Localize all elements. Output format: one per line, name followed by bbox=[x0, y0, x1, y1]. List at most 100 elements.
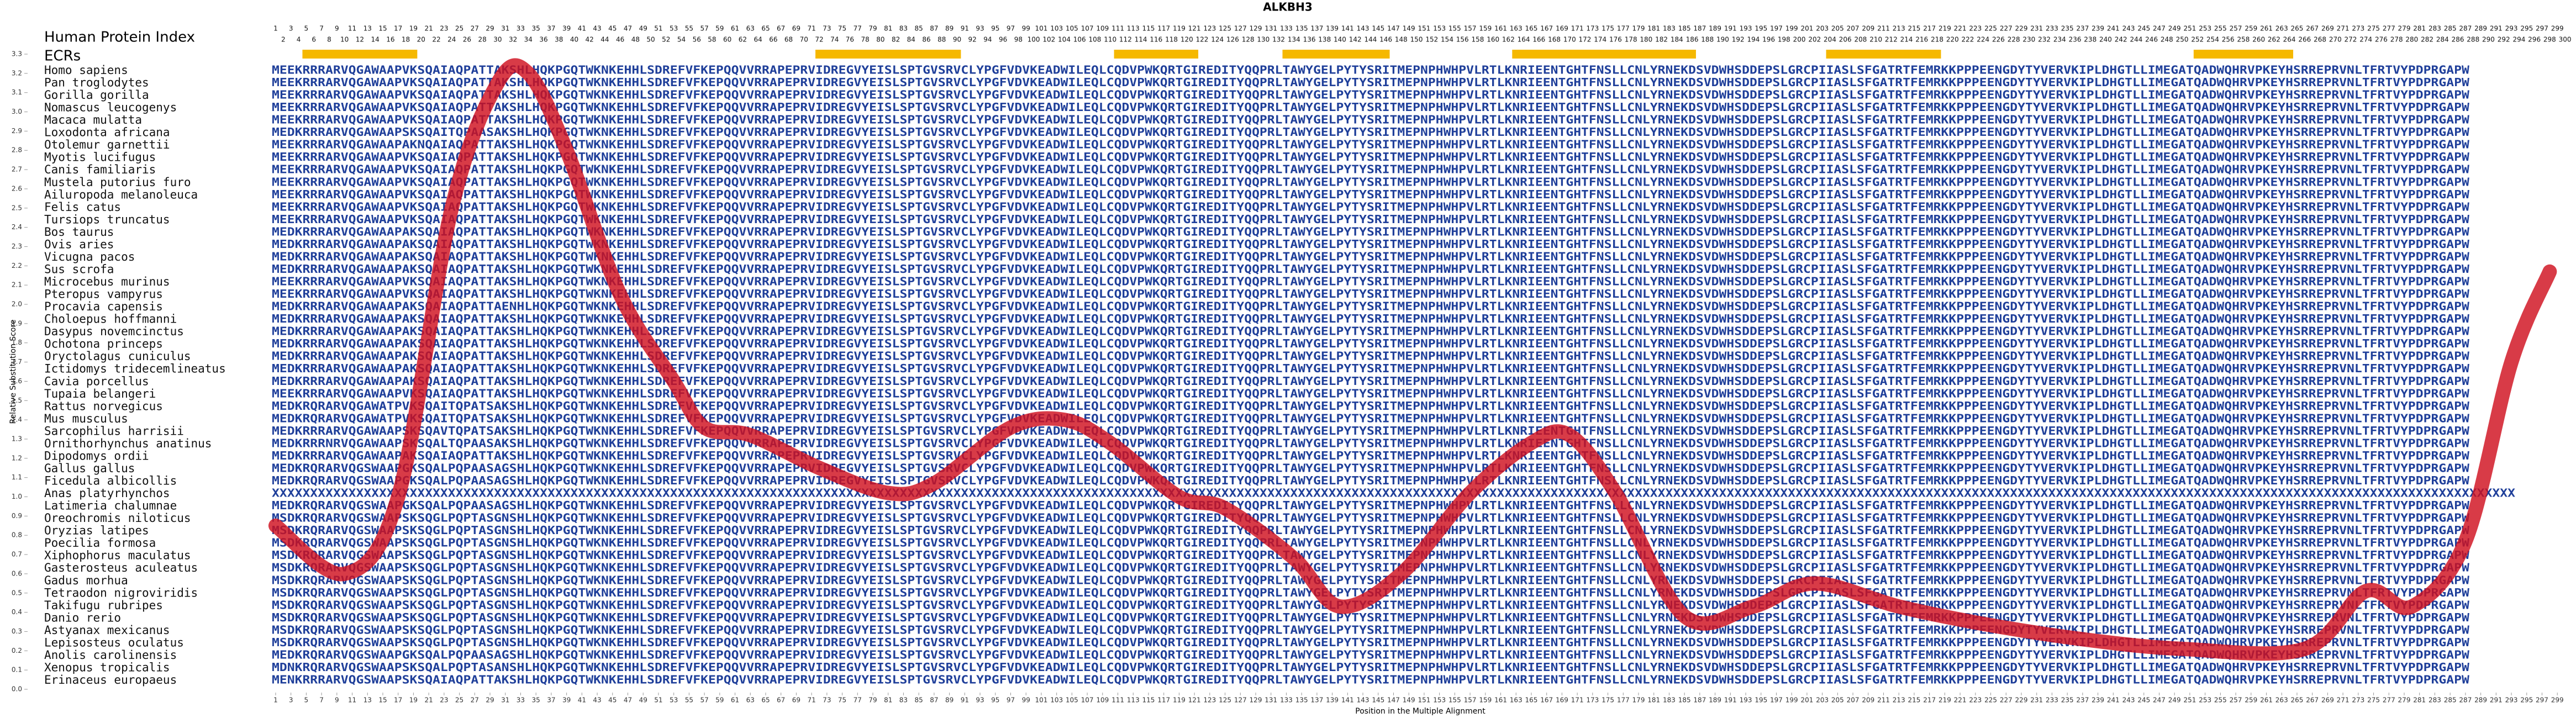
x-tick-label: 273 bbox=[2352, 696, 2364, 704]
sequence: MSDKRQRARVQGSWAAPSKSQGLPQPTASGNSHLHQKPGQ… bbox=[272, 536, 2470, 550]
sequence: MEEKRRRARVQGAWAAPVKSQAIAQPATTAKSHLHQKPGQ… bbox=[272, 275, 2470, 288]
index-number: 187 bbox=[1693, 25, 1706, 33]
x-tick-label: 89 bbox=[945, 696, 954, 704]
species-name: Ochotona princeps bbox=[44, 337, 163, 351]
index-number: 237 bbox=[2076, 25, 2089, 33]
index-number: 29 bbox=[486, 25, 494, 33]
index-number: 277 bbox=[2383, 25, 2395, 33]
index-number: 211 bbox=[1877, 25, 1890, 33]
x-tick-label: 37 bbox=[547, 696, 555, 704]
x-tick-label: 267 bbox=[2306, 696, 2319, 704]
y-tick-label: 1.1 bbox=[12, 473, 22, 481]
index-number: 185 bbox=[1678, 25, 1691, 33]
x-tick-label: 5 bbox=[304, 696, 309, 704]
x-tick-label: 61 bbox=[731, 696, 739, 704]
index-number: 225 bbox=[1984, 25, 1997, 33]
x-tick-label: 129 bbox=[1250, 696, 1262, 704]
x-tick-label: 171 bbox=[1571, 696, 1584, 704]
index-number: 280 bbox=[2405, 36, 2418, 44]
index-number: 284 bbox=[2436, 36, 2449, 44]
sequence: MEDKRRRARVQGAWAAPAKSQAIAQPATTAKSHLHQKPGQ… bbox=[272, 325, 2470, 338]
x-tick-label: 285 bbox=[2444, 696, 2457, 704]
index-number: 88 bbox=[937, 36, 946, 44]
x-tick-label: 95 bbox=[991, 696, 999, 704]
index-number: 96 bbox=[999, 36, 1007, 44]
x-tick-label: 245 bbox=[2137, 696, 2150, 704]
sequence: MEDKRQRARVQGSWAAPGKSQALPQPAASAGSHLHQKPGQ… bbox=[272, 474, 2470, 487]
species-name: Ailuropoda melanoleuca bbox=[44, 188, 198, 201]
species-name: Poecilia formosa bbox=[44, 536, 156, 550]
index-number: 213 bbox=[1893, 25, 1905, 33]
index-number: 162 bbox=[1502, 36, 1515, 44]
sequence: MEDKRRRARVQGAWAAPAKSQAIAQPATTAKSHLHQKPGQ… bbox=[272, 312, 2470, 325]
x-tick-label: 231 bbox=[2030, 696, 2043, 704]
x-tick-label: 235 bbox=[2061, 696, 2074, 704]
index-number: 19 bbox=[409, 25, 418, 33]
species-name: Sarcophilus harrisii bbox=[44, 424, 184, 437]
y-tick-label: 2.0 bbox=[12, 300, 22, 308]
index-number: 226 bbox=[1992, 36, 2005, 44]
index-number: 272 bbox=[2345, 36, 2357, 44]
sequence: MEDKRRRARVQGAWAAPAKSQAIAQPATTAKSHLHQKPGQ… bbox=[272, 449, 2470, 462]
species-name: Sus scrofa bbox=[44, 262, 114, 276]
index-number: 270 bbox=[2329, 36, 2342, 44]
index-number: 113 bbox=[1127, 25, 1140, 33]
index-number: 134 bbox=[1288, 36, 1300, 44]
x-tick-label: 291 bbox=[2490, 696, 2503, 704]
index-number: 119 bbox=[1173, 25, 1186, 33]
y-tick-label: 1.4 bbox=[12, 416, 22, 424]
index-number: 5 bbox=[304, 25, 309, 33]
x-tick-label: 141 bbox=[1341, 696, 1354, 704]
index-number: 51 bbox=[654, 25, 662, 33]
index-number: 188 bbox=[1701, 36, 1714, 44]
y-tick-label: 1.6 bbox=[12, 377, 22, 385]
x-tick-label: 197 bbox=[1770, 696, 1783, 704]
index-number: 27 bbox=[471, 25, 479, 33]
index-number: 201 bbox=[1800, 25, 1813, 33]
sequence: MEDKRRRARVQGAWAAPAKSQAIAQPATTAKSHLHQKPGQ… bbox=[272, 350, 2470, 363]
x-tick-label: 251 bbox=[2183, 696, 2196, 704]
x-tick-label: 43 bbox=[593, 696, 601, 704]
index-number: 110 bbox=[1104, 36, 1116, 44]
x-tick-label: 131 bbox=[1265, 696, 1277, 704]
index-number: 71 bbox=[807, 25, 815, 33]
species-name: Vicugna pacos bbox=[44, 250, 135, 263]
index-number: 167 bbox=[1540, 25, 1553, 33]
x-tick-label: 53 bbox=[670, 696, 678, 704]
x-tick-label: 125 bbox=[1219, 696, 1231, 704]
index-number: 147 bbox=[1387, 25, 1400, 33]
species-name: Gasterosteus aculeatus bbox=[44, 561, 198, 574]
index-number: 56 bbox=[693, 36, 701, 44]
index-number: 76 bbox=[846, 36, 854, 44]
x-tick-label: 183 bbox=[1663, 696, 1676, 704]
index-number: 171 bbox=[1571, 25, 1584, 33]
index-number: 84 bbox=[907, 36, 915, 44]
index-number: 177 bbox=[1617, 25, 1630, 33]
index-number: 279 bbox=[2398, 25, 2411, 33]
index-number: 64 bbox=[754, 36, 762, 44]
x-tick-label: 241 bbox=[2107, 696, 2120, 704]
index-number: 16 bbox=[386, 36, 394, 44]
index-number: 93 bbox=[976, 25, 984, 33]
x-tick-label: 295 bbox=[2520, 696, 2533, 704]
ecr-bar bbox=[302, 50, 418, 59]
index-number: 2 bbox=[281, 36, 286, 44]
sequence: MEDKRRRARVQGAWAAPAKSQAIAQPATTAKSHLHQKPGQ… bbox=[272, 262, 2470, 276]
index-number: 243 bbox=[2122, 25, 2135, 33]
index-number: 228 bbox=[2008, 36, 2020, 44]
x-tick-label: 63 bbox=[746, 696, 755, 704]
x-tick-label: 163 bbox=[1510, 696, 1523, 704]
index-number: 9 bbox=[335, 25, 339, 33]
index-number: 285 bbox=[2444, 25, 2457, 33]
index-number: 261 bbox=[2260, 25, 2273, 33]
x-tick-label: 59 bbox=[715, 696, 724, 704]
index-number: 143 bbox=[1357, 25, 1369, 33]
index-number: 179 bbox=[1632, 25, 1645, 33]
sequence: MSDKRQRARVQGSWAAPSKSQGLPQPTASGNSHLHQKPGQ… bbox=[272, 561, 2470, 574]
index-number: 184 bbox=[1671, 36, 1683, 44]
index-number: 235 bbox=[2061, 25, 2074, 33]
x-tick-label: 243 bbox=[2122, 696, 2135, 704]
x-tick-label: 289 bbox=[2474, 696, 2487, 704]
index-number: 132 bbox=[1272, 36, 1285, 44]
index-number: 215 bbox=[1908, 25, 1921, 33]
